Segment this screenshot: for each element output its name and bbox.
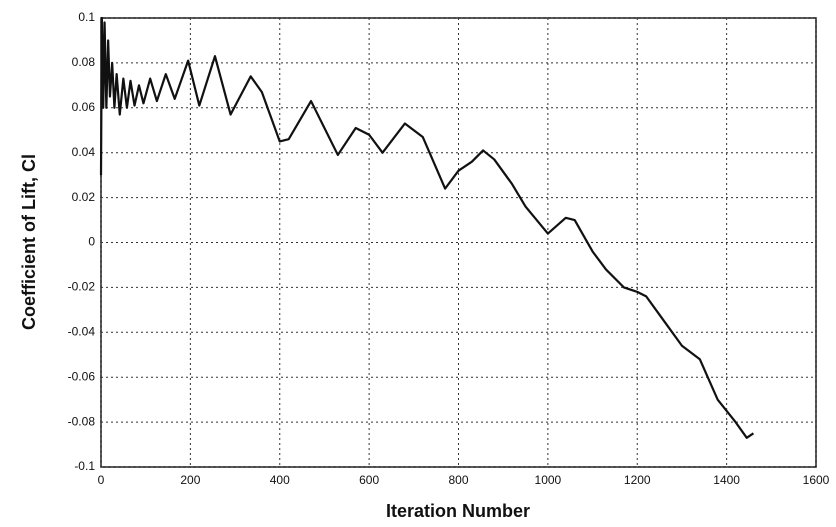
x-tick-label: 800 (448, 473, 468, 487)
y-tick-label: -0.02 (68, 280, 96, 294)
x-axis-label: Iteration Number (386, 501, 530, 521)
y-tick-label: 0.08 (72, 55, 96, 69)
y-tick-label: -0.1 (74, 459, 95, 473)
x-tick-label: 400 (270, 473, 290, 487)
x-tick-label: 600 (359, 473, 379, 487)
data-line (99, 16, 755, 439)
y-tick-label: -0.04 (68, 324, 96, 338)
x-tick-label: 1600 (803, 473, 830, 487)
y-tick-label: -0.08 (68, 414, 96, 428)
y-tick-label: -0.06 (68, 369, 96, 383)
x-tick-label: 200 (180, 473, 200, 487)
x-tick-label: 1000 (535, 473, 562, 487)
y-tick-label: 0.02 (72, 190, 96, 204)
y-tick-label: 0.06 (72, 100, 96, 114)
x-tick-label: 1200 (624, 473, 651, 487)
y-tick-label: 0.1 (78, 10, 95, 24)
x-tick-label: 1400 (713, 473, 740, 487)
y-tick-label: 0.04 (72, 145, 96, 159)
y-axis-label: Coefficient of Lift, Cl (19, 154, 39, 330)
y-tick-label: 0 (88, 235, 95, 249)
x-tick-label: 0 (98, 473, 105, 487)
